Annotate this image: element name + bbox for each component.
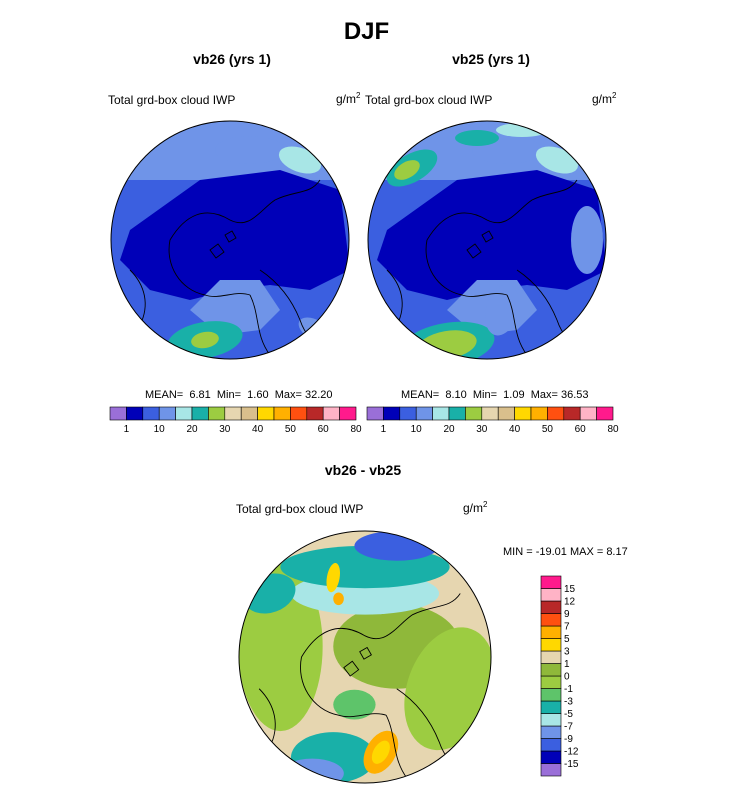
panel2-colorbar-tick-label: 40 bbox=[509, 424, 521, 435]
panel3-colorbar: 15 129 75 31 0-1 -3-5 -7-9 -12-15 bbox=[540, 575, 579, 777]
panel3-colorbar-box bbox=[540, 625, 562, 639]
panel3-colorbar-box bbox=[540, 750, 562, 764]
panel3-title: vb26 - vb25 bbox=[324, 462, 402, 478]
panel2-colorbar-tick-label: 60 bbox=[575, 424, 587, 435]
panel3-colorbar-tick-label: 3 bbox=[564, 647, 570, 658]
panel2-colorbar-box bbox=[366, 406, 384, 421]
panel3-colorbar-box bbox=[540, 613, 562, 627]
panel2-colorbar-box bbox=[399, 406, 417, 421]
panel1-colorbar-tick-label: 10 bbox=[154, 424, 166, 435]
panel1-colorbar-tick-label: 1 bbox=[124, 424, 130, 435]
panel2-colorbar-tick-label: 1 bbox=[381, 424, 387, 435]
panel2-stats: MEAN= 8.10 Min= 1.09 Max= 36.53 bbox=[401, 389, 589, 401]
panel1-colorbar-tick-label: 30 bbox=[219, 424, 231, 435]
panel2-units: g/m2 bbox=[592, 91, 617, 106]
panel3-colorbar-box bbox=[540, 688, 562, 702]
panel2-colorbar-box bbox=[579, 406, 597, 421]
panel3-colorbar-tick-label: -9 bbox=[564, 734, 573, 745]
panel2-colorbar-tick-label: 10 bbox=[411, 424, 423, 435]
panel1-stats: MEAN= 6.81 Min= 1.60 Max= 32.20 bbox=[145, 389, 333, 401]
panel1-colorbar-box bbox=[224, 406, 242, 421]
panel3-polar-map bbox=[238, 530, 492, 784]
panel2-colorbar: 1 10 20 30 40 50 60 80 bbox=[366, 406, 619, 435]
panel3-colorbar-tick-label: -12 bbox=[564, 747, 579, 758]
panel1-colorbar-box bbox=[290, 406, 308, 421]
panel2-colorbar-box bbox=[465, 406, 483, 421]
panel1-units: g/m2 bbox=[336, 91, 361, 106]
panel1-colorbar-tick-label: 20 bbox=[186, 424, 198, 435]
panel3-colorbar-tick-label: -3 bbox=[564, 697, 573, 708]
panel3-variable-label: Total grd-box cloud IWP bbox=[236, 502, 364, 516]
panel1-colorbar-box bbox=[142, 406, 160, 421]
panel2-colorbar-box bbox=[383, 406, 401, 421]
panel2-colorbar-tick-label: 30 bbox=[476, 424, 488, 435]
panel1-colorbar-tick-label: 50 bbox=[285, 424, 297, 435]
panel3-colorbar-tick-label: 0 bbox=[564, 672, 570, 683]
panel1-colorbar-box bbox=[322, 406, 340, 421]
panel1-title: vb26 (yrs 1) bbox=[193, 51, 271, 67]
panel3-colorbar-tick-label: 12 bbox=[564, 597, 576, 608]
panel1-colorbar: 1 10 20 30 40 50 60 80 bbox=[109, 406, 362, 435]
panel1-colorbar-tick-label: 40 bbox=[252, 424, 264, 435]
panel3-colorbar-box bbox=[540, 725, 562, 739]
panel2-colorbar-box bbox=[415, 406, 433, 421]
panel3-colorbar-box bbox=[540, 650, 562, 664]
panel3-colorbar-tick-label: 5 bbox=[564, 634, 570, 645]
panel3-colorbar-tick-label: 9 bbox=[564, 609, 570, 620]
panel1-variable-label: Total grd-box cloud IWP bbox=[108, 93, 236, 107]
panel1-colorbar-box bbox=[273, 406, 291, 421]
panel2-colorbar-box bbox=[448, 406, 466, 421]
panel3-colorbar-tick-label: 1 bbox=[564, 659, 570, 670]
panel1-colorbar-box bbox=[109, 406, 127, 421]
panel1-colorbar-box bbox=[126, 406, 144, 421]
panel2-variable-label: Total grd-box cloud IWP bbox=[365, 93, 493, 107]
panel2-colorbar-box bbox=[547, 406, 565, 421]
panel2-title: vb25 (yrs 1) bbox=[452, 51, 530, 67]
panel3-colorbar-box bbox=[540, 588, 562, 602]
panel3-colorbar-box bbox=[540, 713, 562, 727]
panel3-colorbar-box bbox=[540, 700, 562, 714]
panel1-colorbar-box bbox=[339, 406, 357, 421]
panel2-colorbar-tick-label: 50 bbox=[542, 424, 554, 435]
panel3-colorbar-tick-label: -7 bbox=[564, 722, 573, 733]
panel3-colorbar-tick-label: -5 bbox=[564, 709, 573, 720]
panel1-colorbar-box bbox=[175, 406, 193, 421]
panel3-colorbar-box bbox=[540, 600, 562, 614]
panel1-colorbar-box bbox=[191, 406, 209, 421]
panel3-colorbar-tick-label: -15 bbox=[564, 759, 579, 770]
panel2-colorbar-box bbox=[596, 406, 614, 421]
panel2-colorbar-tick-label: 20 bbox=[443, 424, 455, 435]
figure-title: DJF bbox=[343, 18, 390, 45]
panel2-colorbar-box bbox=[530, 406, 548, 421]
panel2-colorbar-box bbox=[514, 406, 532, 421]
panel3-colorbar-box bbox=[540, 675, 562, 689]
panel1-colorbar-tick-label: 80 bbox=[350, 424, 362, 435]
panel3-colorbar-box bbox=[540, 763, 562, 777]
panel2-colorbar-box bbox=[432, 406, 450, 421]
panel3-colorbar-tick-label: 7 bbox=[564, 622, 570, 633]
panel2-colorbar-box bbox=[497, 406, 515, 421]
panel1-colorbar-box bbox=[306, 406, 324, 421]
panel3-minmax: MIN = -19.01 MAX = 8.17 bbox=[503, 546, 628, 558]
panel2-colorbar-box bbox=[481, 406, 499, 421]
panel1-colorbar-box bbox=[257, 406, 275, 421]
panel3-colorbar-tick-label: 15 bbox=[564, 584, 576, 595]
panel2-polar-map bbox=[367, 120, 607, 360]
panel2-colorbar-box bbox=[563, 406, 581, 421]
panel3-colorbar-box bbox=[540, 638, 562, 652]
panel3-units: g/m2 bbox=[463, 500, 488, 515]
panel2-colorbar-tick-label: 80 bbox=[607, 424, 619, 435]
panel3-colorbar-box bbox=[540, 738, 562, 752]
panel1-colorbar-tick-label: 60 bbox=[318, 424, 330, 435]
panel1-colorbar-box bbox=[240, 406, 258, 421]
panel3-colorbar-tick-label: -1 bbox=[564, 684, 573, 695]
panel3-colorbar-box bbox=[540, 575, 562, 589]
panel1-colorbar-box bbox=[158, 406, 176, 421]
panel1-polar-map bbox=[110, 120, 350, 360]
panel1-colorbar-box bbox=[208, 406, 226, 421]
panel3-colorbar-box bbox=[540, 663, 562, 677]
